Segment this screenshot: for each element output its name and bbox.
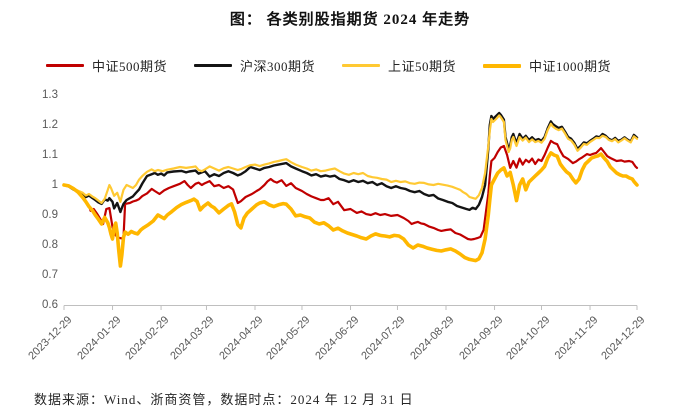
y-axis-label: 0.9 — [42, 209, 58, 221]
series-line-上证50期货 — [62, 114, 639, 205]
legend-item-csi300: 沪深300期货 — [194, 56, 315, 75]
chart-title: 图： 各类别股指期货 2024 年走势 — [229, 12, 471, 28]
legend-label-csi1000: 中证1000期货 — [529, 59, 612, 74]
y-axis-label: 1.1 — [42, 149, 58, 161]
legend-label-csi500: 中证500期货 — [92, 59, 168, 74]
y-axis-label: 1.2 — [42, 119, 58, 131]
y-axis-label: 0.6 — [42, 299, 58, 311]
legend-swatch-csi1000 — [483, 63, 522, 68]
y-axis-label: 1.3 — [42, 89, 58, 101]
y-axis-label: 0.7 — [42, 269, 58, 281]
legend-item-sse50: 上证50期货 — [342, 56, 456, 75]
legend-swatch-csi500 — [46, 64, 84, 67]
legend-label-csi300: 沪深300期货 — [240, 59, 316, 74]
legend-item-csi500: 中证500期货 — [46, 56, 167, 75]
legend-swatch-csi300 — [194, 64, 233, 67]
chart-legend: 中证500期货 沪深300期货 上证50期货 中证1000期货 — [46, 56, 611, 75]
data-source-note: 数据来源：Wind、浙商资管，数据时点：2024 年 12 月 31 日 — [34, 392, 414, 407]
series-line-中证1000期货 — [62, 151, 639, 268]
legend-swatch-sse50 — [342, 64, 381, 67]
series-line-沪深300期货 — [62, 111, 639, 214]
y-axis-label: 0.8 — [42, 239, 58, 251]
series-line-中证500期货 — [62, 139, 639, 241]
legend-label-sse50: 上证50期货 — [388, 59, 457, 74]
legend-item-csi1000: 中证1000期货 — [483, 56, 611, 75]
y-axis-label: 1 — [51, 179, 58, 191]
